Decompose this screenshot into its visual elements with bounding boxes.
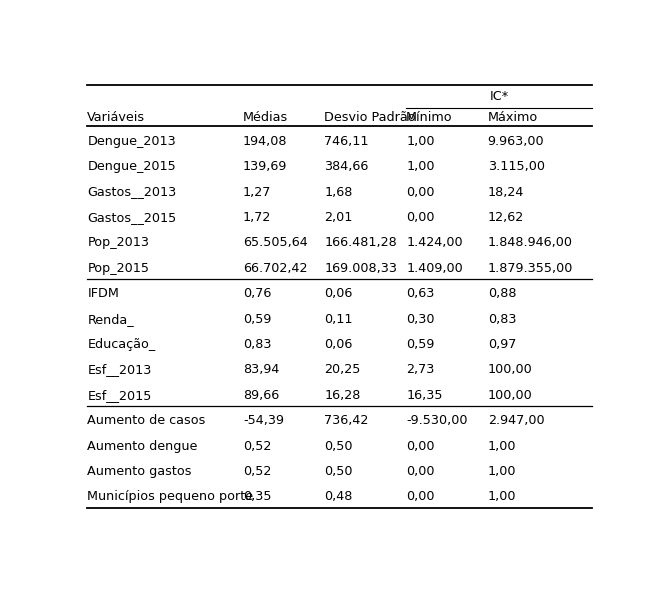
Text: Variáveis: Variáveis <box>88 111 145 123</box>
Text: 100,00: 100,00 <box>488 389 532 402</box>
Text: 2,73: 2,73 <box>406 364 434 376</box>
Text: 1.879.355,00: 1.879.355,00 <box>488 262 573 275</box>
Text: 9.963,00: 9.963,00 <box>488 134 544 148</box>
Text: Aumento gastos: Aumento gastos <box>88 465 192 478</box>
Text: 89,66: 89,66 <box>243 389 279 402</box>
Text: 0,50: 0,50 <box>324 439 353 453</box>
Text: 1,00: 1,00 <box>488 465 516 478</box>
Text: 0,97: 0,97 <box>488 338 516 351</box>
Text: 20,25: 20,25 <box>324 364 361 376</box>
Text: 384,66: 384,66 <box>324 160 369 173</box>
Text: 139,69: 139,69 <box>243 160 288 173</box>
Text: 1,68: 1,68 <box>324 186 353 199</box>
Text: Dengue_2013: Dengue_2013 <box>88 134 176 148</box>
Text: 1.848.946,00: 1.848.946,00 <box>488 236 572 249</box>
Text: 0,00: 0,00 <box>406 439 434 453</box>
Text: 66.702,42: 66.702,42 <box>243 262 307 275</box>
Text: Pop_2013: Pop_2013 <box>88 236 149 249</box>
Text: Municípios pequeno porte: Municípios pequeno porte <box>88 491 253 503</box>
Text: 0,00: 0,00 <box>406 465 434 478</box>
Text: 0,06: 0,06 <box>324 287 353 300</box>
Text: 0,63: 0,63 <box>406 287 434 300</box>
Text: 18,24: 18,24 <box>488 186 524 199</box>
Text: Dengue_2015: Dengue_2015 <box>88 160 176 173</box>
Text: 0,00: 0,00 <box>406 491 434 503</box>
Text: 0,11: 0,11 <box>324 313 353 326</box>
Text: 65.505,64: 65.505,64 <box>243 236 308 249</box>
Text: Aumento dengue: Aumento dengue <box>88 439 197 453</box>
Text: -9.530,00: -9.530,00 <box>406 414 468 427</box>
Text: Gastos__2015: Gastos__2015 <box>88 211 176 224</box>
Text: 0,00: 0,00 <box>406 211 434 224</box>
Text: Mínimo: Mínimo <box>406 111 453 123</box>
Text: 2.947,00: 2.947,00 <box>488 414 544 427</box>
Text: 166.481,28: 166.481,28 <box>324 236 397 249</box>
Text: IC*: IC* <box>490 90 509 103</box>
Text: 0,52: 0,52 <box>243 439 271 453</box>
Text: 0,59: 0,59 <box>406 338 434 351</box>
Text: 0,59: 0,59 <box>243 313 271 326</box>
Text: 1.424,00: 1.424,00 <box>406 236 463 249</box>
Text: 0,76: 0,76 <box>243 287 271 300</box>
Text: 0,35: 0,35 <box>243 491 271 503</box>
Text: Desvio Padrão: Desvio Padrão <box>324 111 416 123</box>
Text: 16,28: 16,28 <box>324 389 361 402</box>
Text: Educação_: Educação_ <box>88 338 155 351</box>
Text: 1,00: 1,00 <box>406 134 434 148</box>
Text: 1,00: 1,00 <box>488 439 516 453</box>
Text: 1,27: 1,27 <box>243 186 271 199</box>
Text: IFDM: IFDM <box>88 287 119 300</box>
Text: Gastos__2013: Gastos__2013 <box>88 186 176 199</box>
Text: 0,83: 0,83 <box>488 313 516 326</box>
Text: 0,88: 0,88 <box>488 287 516 300</box>
Text: 16,35: 16,35 <box>406 389 443 402</box>
Text: 1,72: 1,72 <box>243 211 271 224</box>
Text: Médias: Médias <box>243 111 288 123</box>
Text: 169.008,33: 169.008,33 <box>324 262 397 275</box>
Text: 736,42: 736,42 <box>324 414 369 427</box>
Text: 746,11: 746,11 <box>324 134 369 148</box>
Text: 83,94: 83,94 <box>243 364 279 376</box>
Text: Pop_2015: Pop_2015 <box>88 262 149 275</box>
Text: 1,00: 1,00 <box>488 491 516 503</box>
Text: Esf__2015: Esf__2015 <box>88 389 152 402</box>
Text: 1.409,00: 1.409,00 <box>406 262 463 275</box>
Text: 0,52: 0,52 <box>243 465 271 478</box>
Text: 0,50: 0,50 <box>324 465 353 478</box>
Text: 2,01: 2,01 <box>324 211 353 224</box>
Text: 12,62: 12,62 <box>488 211 524 224</box>
Text: Esf__2013: Esf__2013 <box>88 364 152 376</box>
Text: -54,39: -54,39 <box>243 414 284 427</box>
Text: 0,48: 0,48 <box>324 491 353 503</box>
Text: 0,00: 0,00 <box>406 186 434 199</box>
Text: 0,30: 0,30 <box>406 313 434 326</box>
Text: Renda_: Renda_ <box>88 313 134 326</box>
Text: 0,06: 0,06 <box>324 338 353 351</box>
Text: 100,00: 100,00 <box>488 364 532 376</box>
Text: 194,08: 194,08 <box>243 134 288 148</box>
Text: Aumento de casos: Aumento de casos <box>88 414 206 427</box>
Text: 0,83: 0,83 <box>243 338 271 351</box>
Text: Máximo: Máximo <box>488 111 538 123</box>
Text: 1,00: 1,00 <box>406 160 434 173</box>
Text: 3.115,00: 3.115,00 <box>488 160 545 173</box>
